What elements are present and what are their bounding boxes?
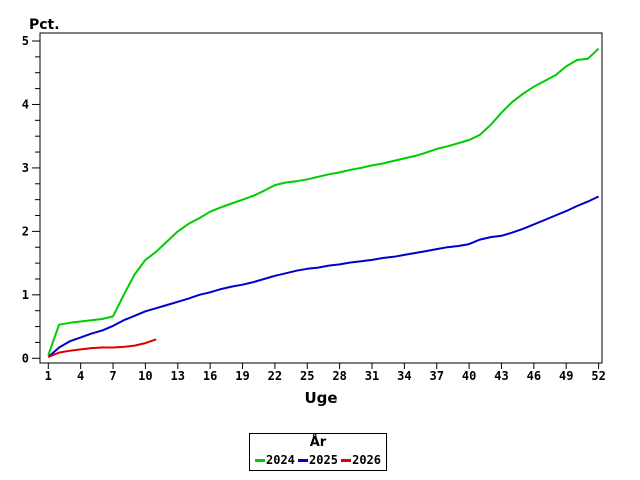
x-axis-ticks: 1 4 7 10 13 16 19 22 25 28 31 34 37 40 43 46 49 52 [45, 363, 606, 383]
x-tick-label-31: 31 [365, 369, 379, 383]
y-tick-label-4: 4 [22, 97, 29, 111]
legend-entry-2025: 2025 [298, 453, 338, 467]
x-tick-label-22: 22 [268, 369, 282, 383]
series-line-2026 [47, 338, 157, 358]
legend-entry-2026: 2026 [341, 453, 381, 467]
y-axis-title: Pct. [29, 17, 60, 33]
legend: År 2024 2025 2026 [249, 433, 387, 471]
x-tick-label-34: 34 [397, 369, 411, 383]
plot-frame [39, 32, 603, 364]
legend-entries: 2024 2025 2026 [250, 450, 386, 467]
x-tick-label-37: 37 [430, 369, 444, 383]
x-tick-label-43: 43 [494, 369, 508, 383]
x-axis-title: Uge [304, 389, 337, 407]
y-tick-label-2: 2 [22, 224, 29, 238]
y-tick-label-0: 0 [22, 351, 29, 365]
series-line-2025 [47, 195, 600, 358]
legend-label-2024: 2024 [266, 453, 295, 467]
x-tick-label-19: 19 [235, 369, 249, 383]
x-tick-label-1: 1 [45, 369, 52, 383]
y-tick-label-5: 5 [22, 34, 29, 48]
x-tick-label-16: 16 [203, 369, 217, 383]
legend-label-2026: 2026 [352, 453, 381, 467]
x-tick-label-49: 49 [559, 369, 573, 383]
x-tick-label-13: 13 [171, 369, 185, 383]
series-line-2024 [47, 47, 600, 356]
x-tick-label-28: 28 [332, 369, 346, 383]
x-tick-label-4: 4 [77, 369, 84, 383]
x-tick-label-7: 7 [109, 369, 116, 383]
x-tick-label-40: 40 [462, 369, 476, 383]
legend-swatch-2025 [298, 458, 309, 462]
y-axis-ticks: 0 1 2 3 4 5 [22, 34, 40, 365]
y-tick-label-3: 3 [22, 161, 29, 175]
data-series-lines [47, 47, 600, 358]
x-tick-label-10: 10 [138, 369, 152, 383]
legend-swatch-2026 [341, 458, 352, 462]
x-tick-label-52: 52 [591, 369, 605, 383]
legend-title: År [309, 435, 327, 450]
y-tick-label-1: 1 [22, 288, 29, 302]
x-tick-label-46: 46 [527, 369, 541, 383]
legend-swatch-2024 [255, 458, 265, 462]
legend-label-2025: 2025 [309, 453, 338, 467]
legend-entry-2024: 2024 [255, 453, 295, 467]
x-tick-label-25: 25 [300, 369, 314, 383]
